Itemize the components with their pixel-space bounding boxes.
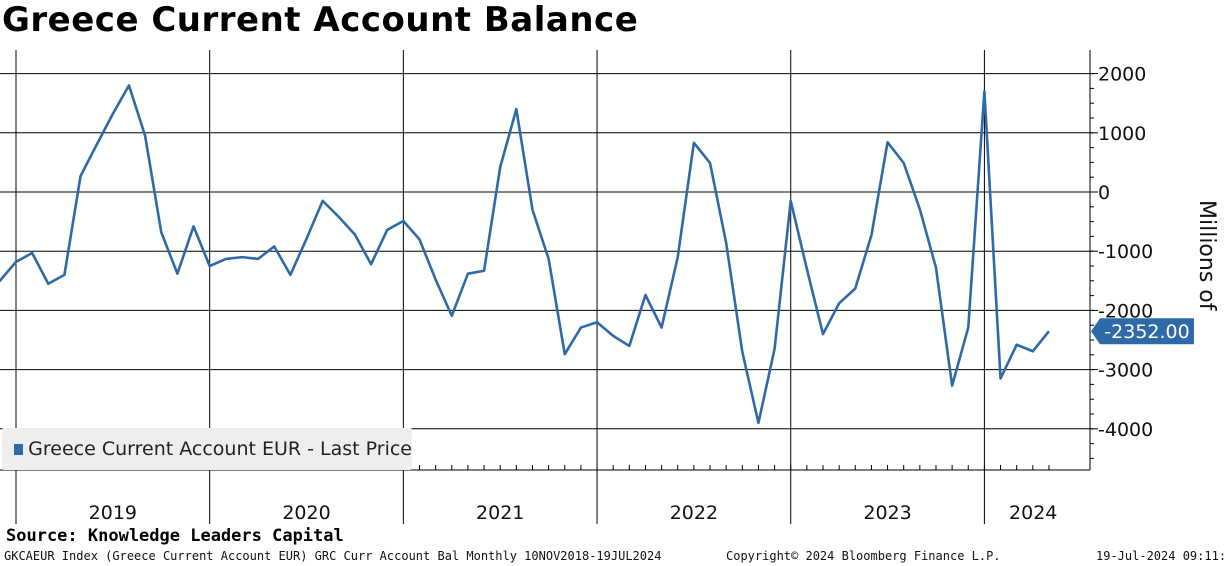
series-area: -2352.00 (0, 84, 1194, 425)
legend-swatch (14, 443, 24, 455)
y-axis-label: Millions of (1194, 200, 1219, 312)
x-year-label: 2024 (1009, 502, 1057, 524)
x-axis: 2019 2020 2021 2022 2023 2024 (0, 465, 1090, 524)
gridlines (0, 50, 1090, 524)
footer-timestamp: 19-Jul-2024 09:11:08 (1096, 549, 1224, 563)
x-year-label: 2021 (476, 502, 524, 524)
last-value-label: -2352.00 (1104, 321, 1189, 343)
last-value-badge (1091, 318, 1194, 345)
x-year-label: 2023 (863, 502, 911, 524)
footer-copyright: Copyright© 2024 Bloomberg Finance L.P. (726, 549, 1001, 563)
y-axis-label-group: Millions of (1194, 200, 1219, 312)
y-tick-label: -4000 (1098, 419, 1153, 441)
y-tick-label: -1000 (1098, 241, 1153, 263)
x-year-label: 2022 (670, 502, 718, 524)
y-tick-label: 2000 (1098, 64, 1146, 86)
y-tick-label: 0 (1098, 182, 1110, 204)
source-note: Source: Knowledge Leaders Capital (6, 526, 344, 546)
x-year-label: 2020 (282, 502, 330, 524)
x-year-label: 2019 (89, 502, 137, 524)
y-tick-label: 1000 (1098, 123, 1146, 145)
y-tick-label: -2000 (1098, 300, 1153, 322)
series-line (0, 84, 1050, 425)
y-axis: 2000 1000 0 -1000 -2000 -3000 -4000 (1089, 50, 1153, 470)
chart-title: Greece Current Account Balance (2, 0, 639, 40)
footer-index-info: GKCAEUR Index (Greece Current Account EU… (4, 549, 662, 563)
legend-label: Greece Current Account EUR - Last Price (28, 438, 412, 460)
y-tick-label: -3000 (1098, 360, 1153, 382)
legend: Greece Current Account EUR - Last Price (2, 428, 412, 470)
